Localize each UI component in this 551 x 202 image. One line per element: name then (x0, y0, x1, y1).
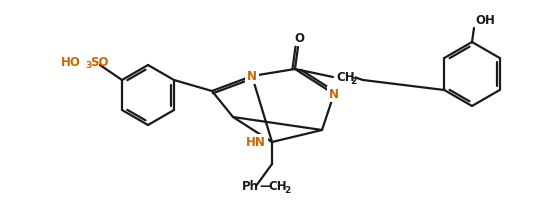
Text: 3: 3 (85, 60, 91, 69)
Text: 2: 2 (284, 186, 290, 195)
Text: O: O (294, 31, 304, 44)
Text: Ph: Ph (242, 180, 259, 193)
Text: SO: SO (90, 55, 109, 68)
Text: CH: CH (336, 71, 355, 84)
Text: N: N (329, 88, 339, 101)
Text: 2: 2 (350, 77, 356, 86)
Text: N: N (247, 70, 257, 83)
Text: —: — (259, 180, 271, 193)
Text: HO: HO (61, 55, 81, 68)
Text: HN: HN (246, 136, 266, 149)
Text: OH: OH (475, 14, 495, 26)
Text: CH: CH (268, 180, 287, 193)
